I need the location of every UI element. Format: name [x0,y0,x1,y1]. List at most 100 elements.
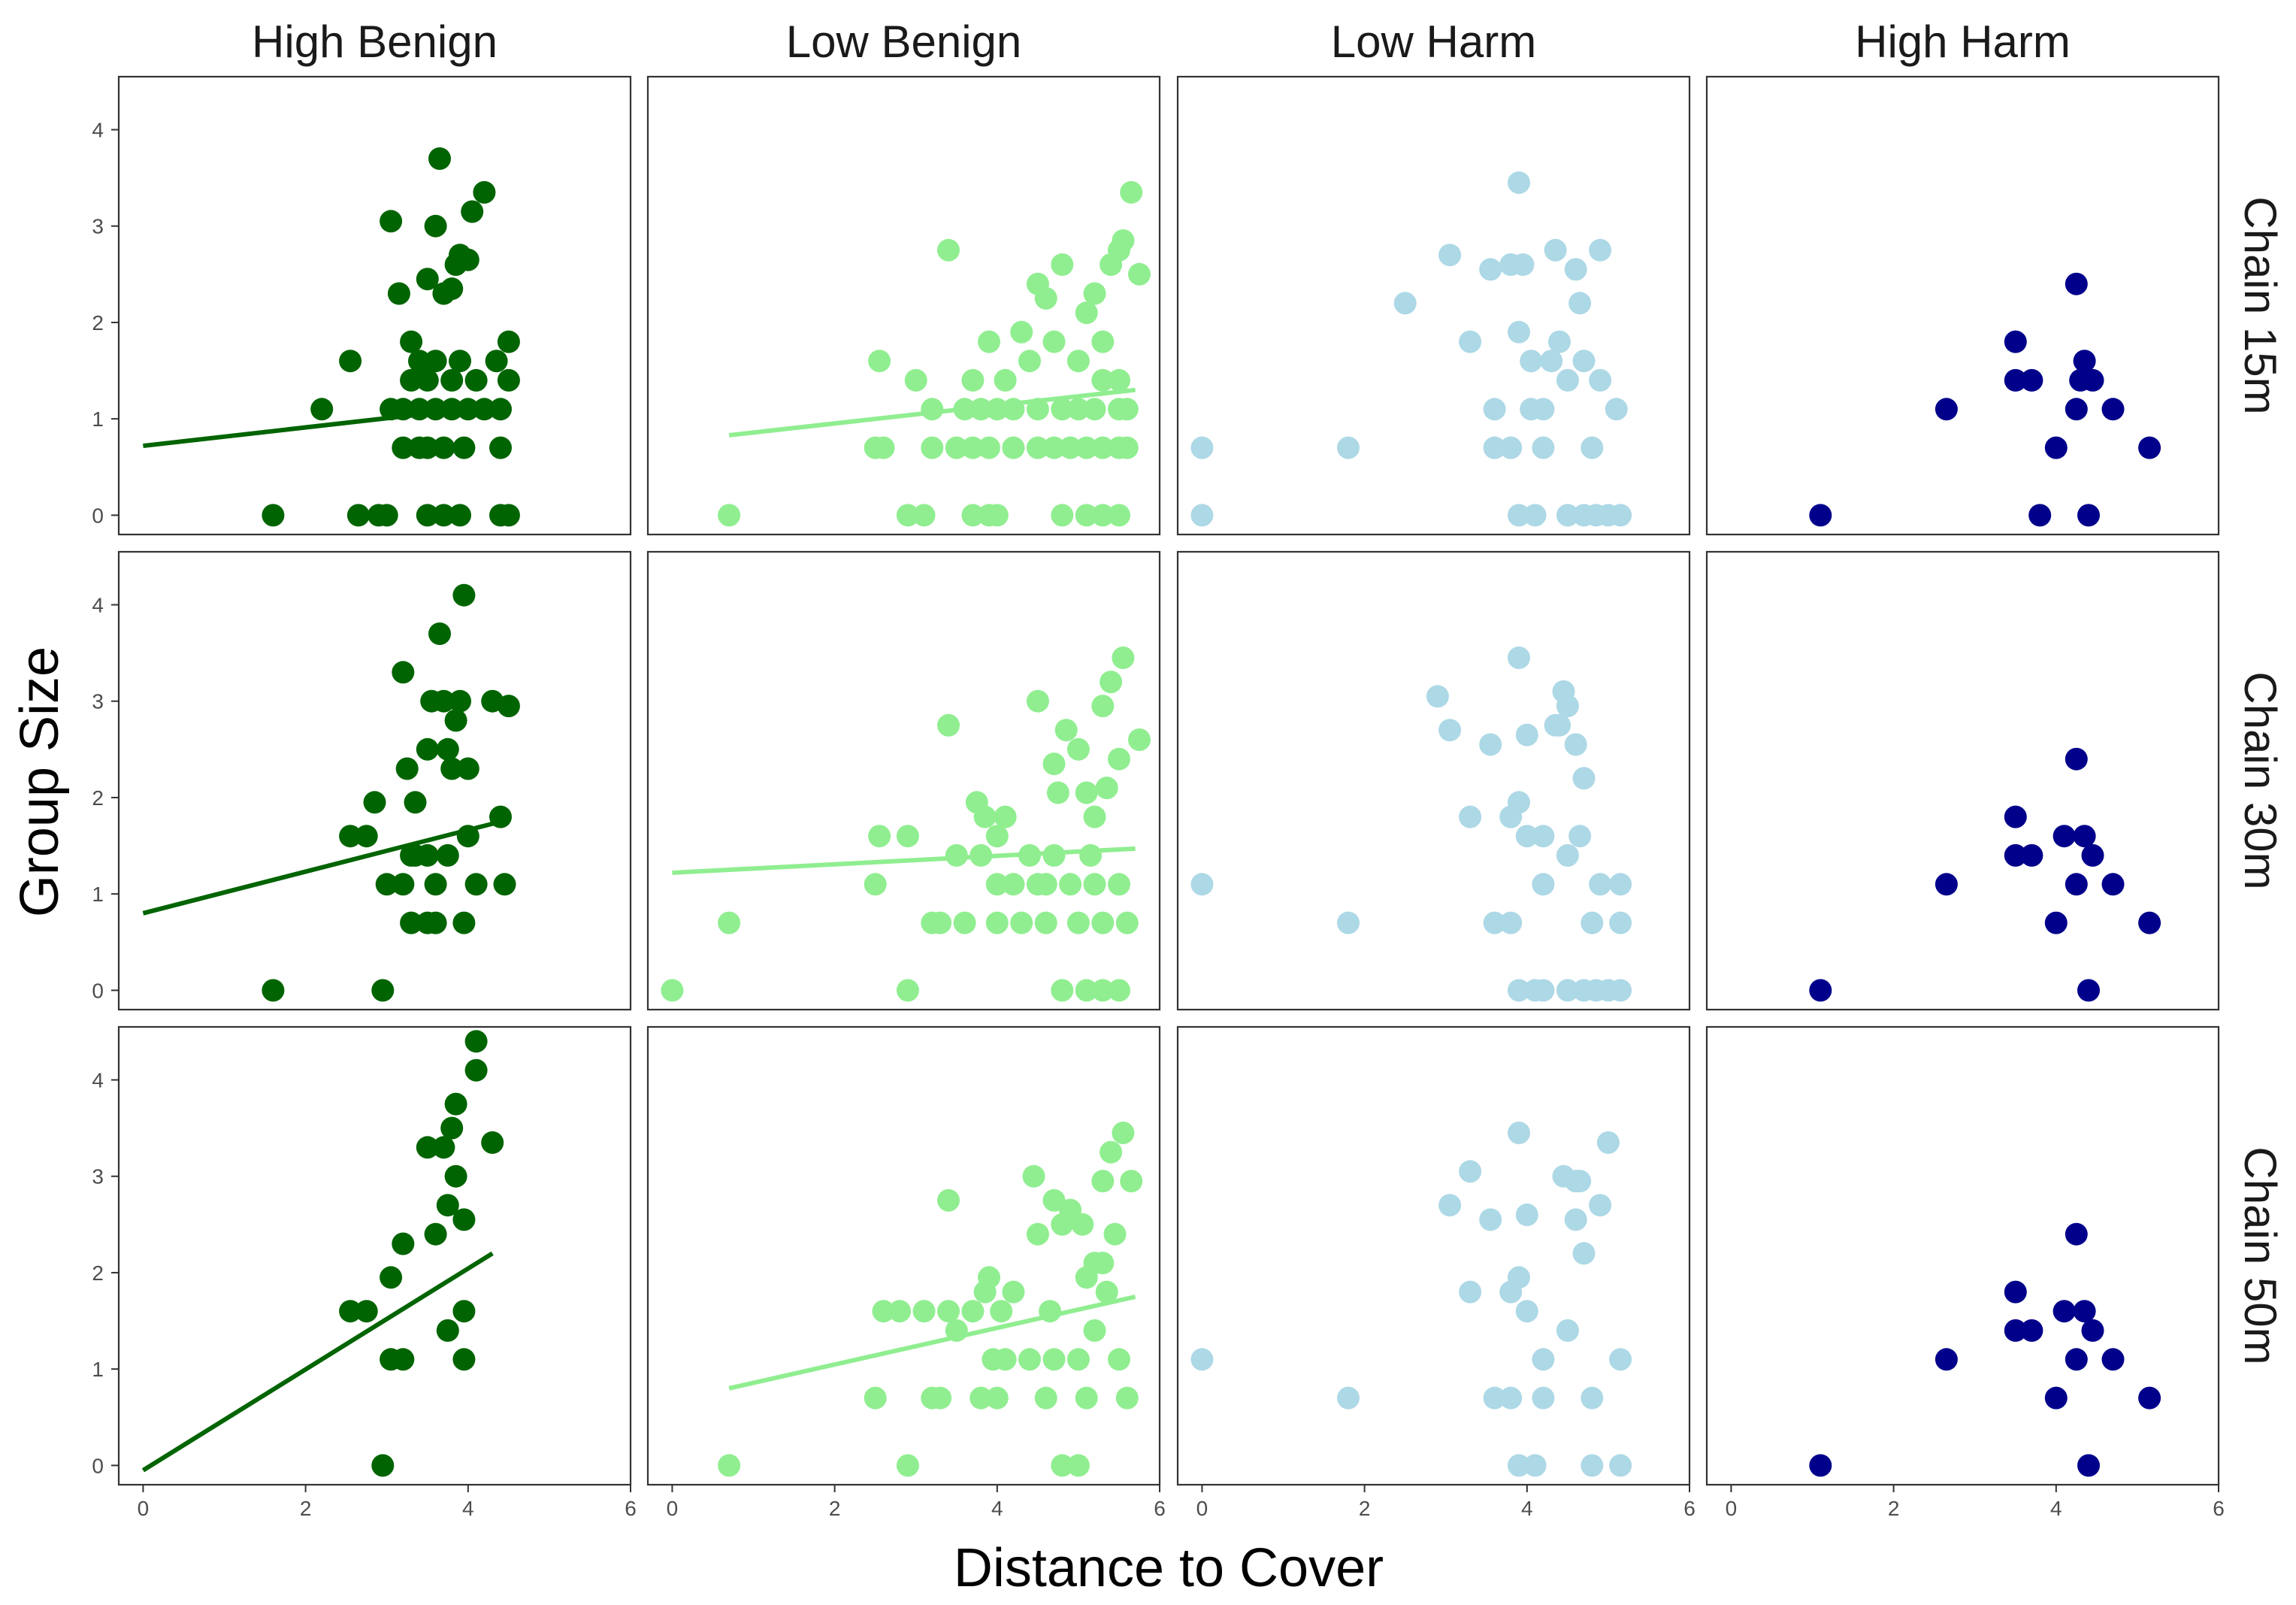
data-point [1091,330,1115,353]
data-point [1935,873,1958,896]
data-point [497,368,520,392]
data-point [363,791,386,814]
data-point [424,911,447,934]
data-point [2138,436,2161,459]
data-point [1100,671,1123,694]
data-point [1022,1164,1045,1188]
data-point [1564,733,1587,756]
panel-chain-50m-high-benign: 0 1 2 3 4 [92,1025,632,1486]
data-point [961,504,985,527]
data-point [1112,1122,1135,1144]
panel-border [117,1025,632,1486]
data-point [1190,873,1214,896]
y-tick-label: 3 [92,1165,104,1189]
data-point [395,757,419,780]
data-point [985,1386,1009,1410]
data-point [380,210,403,233]
data-point [404,843,427,867]
data-point [1042,330,1066,353]
data-point [985,504,1009,527]
panel-border [117,550,632,1011]
trend-line [141,1251,494,1473]
data-point [937,713,960,737]
data-point [1091,504,1115,527]
row-label: Chain 50m [2235,1146,2285,1364]
data-point [1459,1160,1482,1183]
data-point [1532,979,1555,1002]
data-point [1112,229,1135,252]
data-point [2052,825,2076,848]
data-point [1108,368,1130,392]
data-point [464,1030,488,1053]
data-point [416,737,439,761]
panel-chain-30m-low-benign [646,550,1161,1011]
data-point [985,873,1009,896]
data-point [1556,979,1579,1002]
panel-border [1176,75,1691,536]
data-point [1548,713,1571,737]
data-point [1066,737,1090,761]
x-tick-label: 6 [1154,1497,1166,1520]
data-point [1508,647,1530,669]
data-point [1034,1386,1057,1410]
data-point [1532,1386,1555,1410]
data-point [392,1232,415,1255]
data-point [1002,873,1025,896]
data-point [912,1300,936,1323]
data-point [1523,1454,1547,1477]
data-point [2081,1319,2104,1342]
data-point [1075,436,1098,459]
data-point [1046,781,1069,804]
data-point [1508,320,1530,344]
data-point [864,1386,887,1410]
data-point [1066,398,1090,421]
data-point [2101,873,2125,896]
data-point [1935,398,1958,421]
data-point [1066,911,1090,934]
data-point [929,911,952,934]
data-point [1459,330,1482,353]
data-point [452,436,476,459]
y-tick-label: 1 [92,1358,104,1381]
data-point [1809,1454,1832,1477]
data-point [375,504,398,527]
data-point [1568,825,1592,848]
data-point [2044,436,2068,459]
data-point [1556,1319,1579,1342]
data-point [1075,504,1098,527]
data-point [978,1266,1000,1289]
data-point [2004,1280,2027,1304]
data-point [1337,1386,1360,1410]
data-point [1095,777,1118,800]
data-point [921,436,944,459]
data-point [1128,262,1151,286]
data-point [1108,873,1130,896]
data-point [1589,1194,1612,1217]
y-tick-label: 4 [92,1069,104,1092]
x-tick-label: 2 [1359,1497,1371,1520]
data-point [1075,1386,1098,1410]
data-point [1809,979,1832,1002]
data-point [1051,504,1074,527]
data-point [1190,1348,1214,1371]
data-point [416,1136,439,1159]
data-point [1002,1280,1025,1304]
data-point [1051,1454,1074,1477]
data-point [1426,685,1449,708]
x-tick-label: 0 [1726,1497,1738,1520]
data-point [1042,1348,1066,1371]
data-point [2065,1222,2088,1246]
y-tick-label: 1 [92,883,104,906]
data-point [1091,368,1115,392]
data-point [2028,504,2052,527]
data-point [432,1136,455,1159]
data-point [1026,436,1049,459]
data-point [868,825,891,848]
data-point [2044,911,2068,934]
data-point [2077,1454,2100,1477]
data-point [262,979,285,1002]
data-point [2073,825,2096,848]
data-point [387,282,410,305]
x-tick-label: 0 [138,1497,150,1520]
data-point [1572,767,1596,790]
